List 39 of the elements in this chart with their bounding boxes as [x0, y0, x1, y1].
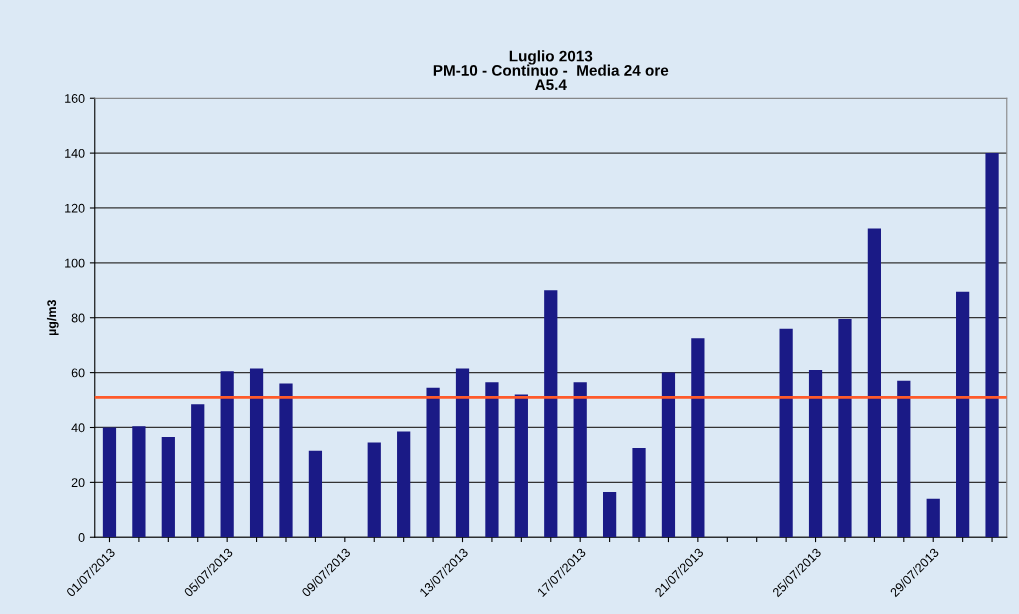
- bar: [926, 498, 940, 538]
- bar: [220, 371, 234, 538]
- bar: [838, 319, 852, 538]
- y-tick-label: 120: [65, 203, 85, 213]
- bar: [779, 328, 793, 538]
- bar: [191, 404, 205, 538]
- bar: [985, 153, 999, 538]
- y-axis-title: µg/m3: [46, 300, 59, 336]
- y-tick-label: 100: [65, 258, 85, 268]
- bar: [867, 228, 881, 538]
- bar: [308, 450, 323, 538]
- bar: [956, 291, 970, 538]
- bar: [691, 338, 705, 538]
- bar: [455, 368, 470, 538]
- y-tick-label: 60: [71, 368, 85, 378]
- bar: [161, 437, 175, 538]
- bar: [249, 368, 264, 538]
- bar: [897, 380, 911, 538]
- bar: [632, 448, 646, 538]
- bar: [132, 426, 146, 538]
- y-tick-label: 20: [71, 478, 85, 488]
- y-tick-label: 40: [71, 423, 85, 433]
- bar: [367, 442, 381, 538]
- chart-title: Luglio 2013 PM-10 - Continuo - Media 24 ore A5.4: [433, 50, 669, 91]
- y-tick-label: 160: [65, 94, 85, 103]
- bar: [485, 382, 499, 538]
- y-tick-label: 140: [65, 148, 85, 158]
- bar: [661, 372, 676, 538]
- bar: [808, 369, 823, 538]
- bar: [573, 382, 587, 538]
- y-tick-label: 80: [71, 313, 85, 323]
- y-tick-label: 0: [78, 533, 85, 542]
- bar: [602, 491, 617, 538]
- bar: [279, 383, 293, 538]
- bar: [544, 290, 558, 538]
- bar: [102, 427, 117, 538]
- bar: [397, 431, 411, 538]
- bar: [514, 394, 528, 538]
- bar: [426, 387, 440, 538]
